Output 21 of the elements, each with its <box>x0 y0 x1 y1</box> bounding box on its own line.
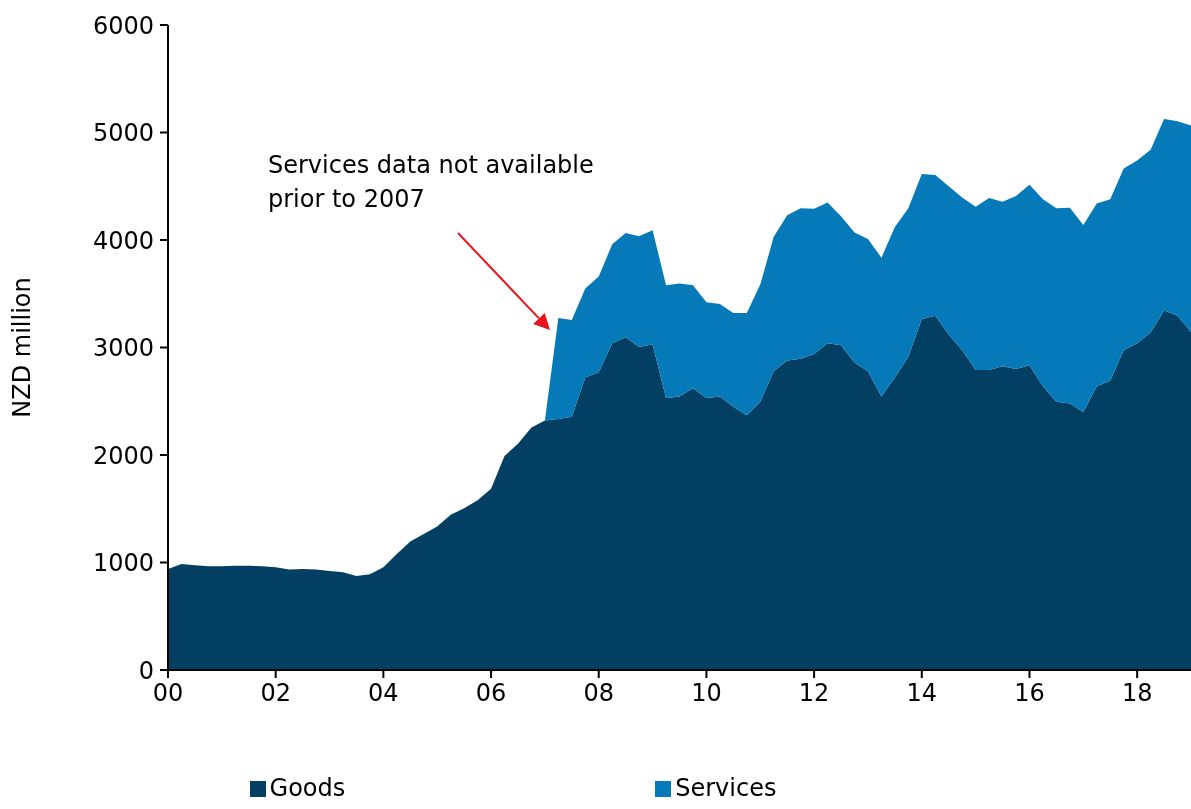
x-tick-label: 02 <box>260 679 291 708</box>
legend-label: Goods <box>269 774 346 802</box>
x-tick-label: 00 <box>152 679 184 708</box>
y-tick-label: 3000 <box>92 334 154 363</box>
y-tick-label: 5000 <box>92 119 154 148</box>
y-tick-label: 6000 <box>92 11 154 40</box>
x-tick-label: 12 <box>798 679 830 708</box>
x-tick-label: 10 <box>691 679 722 708</box>
x-tick-label: 08 <box>583 679 615 708</box>
x-tick-label: 14 <box>906 679 938 708</box>
y-tick-label: 2000 <box>92 441 154 470</box>
x-tick-label: 16 <box>1014 679 1045 708</box>
y-tick-label: 0 <box>138 656 154 685</box>
y-tick-label: 1000 <box>92 549 154 578</box>
annotation: Services data not available prior to 2007 <box>268 150 595 215</box>
y-tick-label: 4000 <box>92 226 154 255</box>
x-tick-label: 06 <box>475 679 507 708</box>
legend-label: Services <box>675 774 777 802</box>
x-tick-label: 18 <box>1121 679 1153 708</box>
y-axis-title: NZD million <box>7 277 36 418</box>
x-tick-label: 04 <box>368 679 399 708</box>
